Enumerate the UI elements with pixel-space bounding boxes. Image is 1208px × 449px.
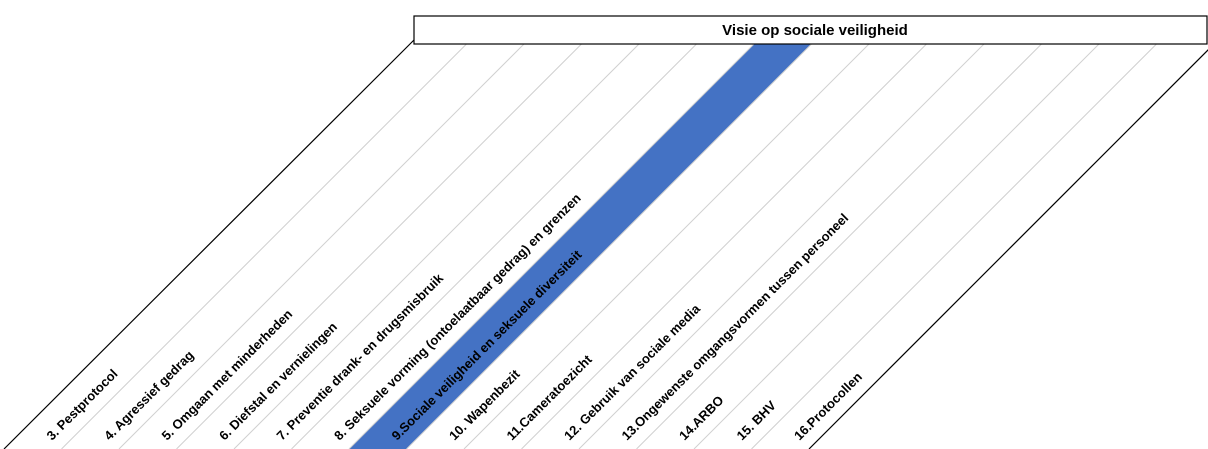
header-title: Visie op sociale veiligheid (722, 22, 908, 39)
highlighted-column-band (349, 44, 812, 449)
column-divider (693, 43, 1100, 449)
header-cell[interactable] (413, 15, 1208, 45)
column-divider (291, 43, 697, 449)
column-divider (118, 43, 525, 449)
right-border-line (808, 49, 1208, 449)
column-divider (521, 43, 927, 449)
column-divider (233, 43, 640, 449)
column-label-14[interactable]: 14.ARBO (676, 393, 726, 443)
column-divider (578, 43, 985, 449)
column-divider (636, 43, 1042, 449)
column-label-16[interactable]: 16.Protocollen (791, 369, 865, 443)
column-label-15[interactable]: 15. BHV (734, 398, 780, 444)
left-border-line (3, 39, 415, 449)
column-divider (348, 43, 755, 449)
column-divider (61, 43, 467, 449)
column-divider (463, 43, 870, 449)
column-divider (176, 43, 582, 449)
column-label-6[interactable]: 6. Diefstal en vernielingen (216, 319, 340, 443)
column-divider (751, 43, 1157, 449)
column-divider (406, 43, 812, 449)
